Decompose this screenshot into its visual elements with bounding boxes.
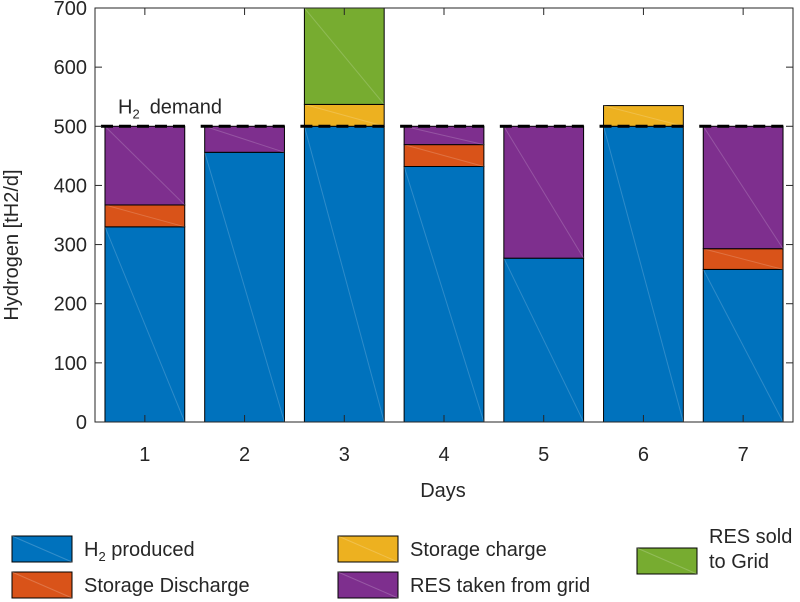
legend-item-5: RES sold to Grid xyxy=(636,526,792,575)
bar-sheen-2-day-4 xyxy=(403,144,485,167)
bar-3-day-7 xyxy=(702,125,784,250)
x-tick-label: 3 xyxy=(339,444,350,466)
legend-swatch xyxy=(11,535,73,563)
bar-sheen-1-day-2 xyxy=(204,152,285,422)
y-tick-label: 200 xyxy=(54,294,87,316)
demand-label: H2 demand xyxy=(118,96,222,121)
bar-sheen-1-day-6 xyxy=(603,126,684,422)
bar-sheen-4-day-3 xyxy=(304,103,385,127)
bars-group xyxy=(104,8,784,422)
y-tick-label: 0 xyxy=(76,412,87,434)
legend-swatch xyxy=(11,571,73,599)
legend-label: RES sold to Grid xyxy=(709,526,792,573)
legend-label: Storage Discharge xyxy=(84,575,250,597)
y-tick-label: 500 xyxy=(54,116,87,138)
bar-sheen-3-day-4 xyxy=(404,125,484,146)
x-axis-label: Days xyxy=(420,480,466,502)
legend-swatch-sheen xyxy=(11,535,73,563)
x-tick-label: 1 xyxy=(139,444,150,466)
legend-swatch-sheen xyxy=(636,547,698,575)
legend-swatch xyxy=(337,571,399,599)
bar-1-day-1 xyxy=(104,226,186,422)
legend-swatch-sheen xyxy=(11,571,73,599)
legend-item-3: RES taken from grid xyxy=(337,571,590,599)
bar-1-day-5 xyxy=(503,257,585,422)
legend-item-2: Storage Discharge xyxy=(11,571,250,599)
legend-label: Storage charge xyxy=(410,539,547,561)
bar-sheen-2-day-7 xyxy=(703,248,784,270)
legend-swatch-sheen xyxy=(337,535,399,563)
bar-1-day-7 xyxy=(702,268,784,422)
bar-sheen-5-day-3 xyxy=(304,8,385,105)
y-tick-label: 600 xyxy=(54,57,87,79)
legend-item-4: Storage charge xyxy=(337,535,547,563)
y-tick-label: 400 xyxy=(54,175,87,197)
legend: H2 produced Storage charge RES sold to Grid… xyxy=(11,526,792,599)
y-axis-label: Hydrogen [tH2/d] xyxy=(1,169,23,320)
legend-label: H2 produced xyxy=(84,539,195,564)
legend-label: RES taken from grid xyxy=(410,575,590,597)
bar-5-day-3 xyxy=(303,8,385,105)
y-tick-label: 700 xyxy=(54,0,87,20)
legend-swatch xyxy=(337,535,399,563)
bar-sheen-1-day-1 xyxy=(104,226,186,422)
bar-3-day-5 xyxy=(503,125,585,259)
bar-sheen-3-day-1 xyxy=(104,125,186,206)
bar-1-day-2 xyxy=(204,151,285,422)
bar-sheen-3-day-2 xyxy=(204,125,285,153)
legend-item-1: H2 produced xyxy=(11,535,195,564)
bar-1-day-4 xyxy=(403,166,485,422)
plot-area: H2 demand 0 100 200 300 400 500 600 700 1 2 3 4 5 6 7 xyxy=(54,0,794,466)
x-tick-label: 2 xyxy=(239,444,250,466)
x-tick-label: 5 xyxy=(538,444,549,466)
bar-sheen-2-day-1 xyxy=(104,204,185,228)
bar-sheen-3-day-7 xyxy=(702,126,784,249)
bar-sheen-1-day-3 xyxy=(303,126,385,422)
legend-swatch xyxy=(636,547,698,575)
bar-3-day-1 xyxy=(104,125,186,206)
y-tick-label: 300 xyxy=(54,235,87,257)
y-tick-label: 100 xyxy=(54,353,87,375)
legend-swatch-sheen xyxy=(337,571,399,599)
bar-sheen-1-day-4 xyxy=(403,166,485,422)
x-tick-label: 4 xyxy=(438,444,449,466)
bar-sheen-4-day-6 xyxy=(603,105,684,127)
x-tick-label: 6 xyxy=(638,444,649,466)
bar-sheen-1-day-5 xyxy=(503,257,585,422)
bar-sheen-3-day-5 xyxy=(503,126,585,259)
bar-sheen-1-day-7 xyxy=(702,269,784,422)
x-tick-label: 7 xyxy=(738,444,749,466)
bar-1-day-6 xyxy=(603,125,684,422)
bar-1-day-3 xyxy=(303,125,385,422)
